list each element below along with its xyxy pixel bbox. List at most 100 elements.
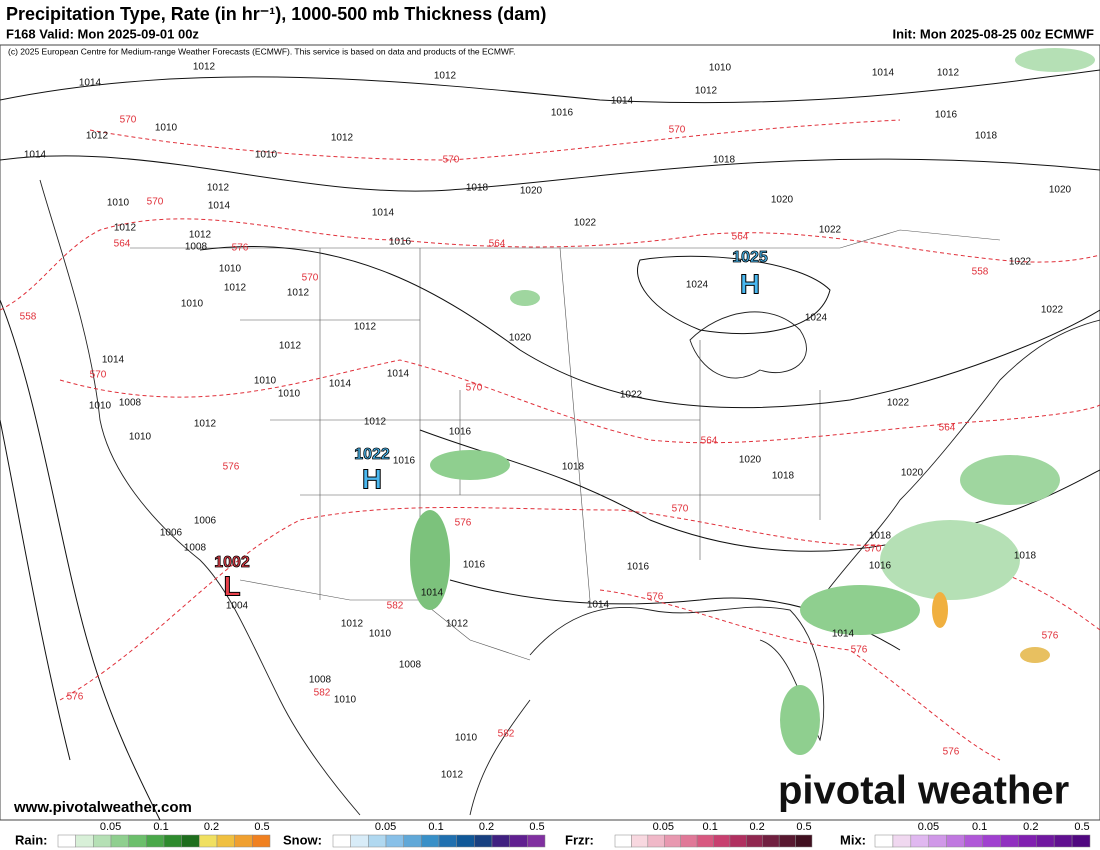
- isobar-label: 1012: [86, 131, 109, 142]
- legend-swatch: [762, 834, 780, 848]
- thickness-label: 570: [302, 273, 319, 284]
- legend-swatch: [631, 834, 649, 848]
- thickness-label: 582: [314, 688, 331, 699]
- legend-swatch: [713, 834, 731, 848]
- thickness-label: 564: [732, 232, 749, 243]
- pressure-value: 1025: [732, 249, 768, 266]
- thickness-label: 576: [851, 645, 868, 656]
- legend-swatch: [795, 834, 813, 848]
- isobar-label: 1012: [194, 419, 217, 430]
- legend-swatch: [1036, 834, 1055, 848]
- legend-swatch: [527, 834, 546, 848]
- isobar: [199, 246, 1100, 409]
- isobar-label: 1010: [155, 123, 178, 134]
- legend-tick-label: 0.1: [153, 821, 168, 833]
- thickness-label: 570: [669, 125, 686, 136]
- isobar-label: 1010: [334, 695, 357, 706]
- isobar-label: 1014: [421, 588, 444, 599]
- legend-swatch: [647, 834, 665, 848]
- isobar-label: 1018: [869, 531, 892, 542]
- legend-swatch: [928, 834, 947, 848]
- legend-swatch: [385, 834, 404, 848]
- canada-border: [130, 229, 1001, 249]
- thickness-label: 570: [466, 383, 483, 394]
- legend-swatch: [146, 834, 165, 848]
- rain-area: [780, 685, 820, 755]
- legend-tick-label: 0.5: [796, 821, 811, 833]
- thickness-label: 576: [647, 592, 664, 603]
- legend-swatch: [1018, 834, 1037, 848]
- isobar-label: 1020: [771, 195, 794, 206]
- precipitation: [410, 48, 1095, 755]
- isobar-label: 1020: [509, 333, 532, 344]
- isobar-label: 1016: [869, 561, 892, 572]
- pressure-center: H: [362, 463, 382, 494]
- pressure-value: 1002: [214, 554, 250, 571]
- isobar-label: 1012: [695, 86, 718, 97]
- legend-swatch: [234, 834, 253, 848]
- isobar-label: 1008: [184, 543, 207, 554]
- legend-tick-label: 0.1: [703, 821, 718, 833]
- isobar-label: 1006: [194, 516, 217, 527]
- thickness-line: [89, 119, 901, 161]
- isobar-label: 1022: [574, 218, 597, 229]
- isobar-label: 1018: [562, 462, 585, 473]
- isobar-label: 1010: [278, 389, 301, 400]
- rain-area: [1015, 48, 1095, 72]
- legend-tick-label: 0.05: [100, 821, 121, 833]
- isobar-label: 1012: [193, 62, 216, 73]
- legend-swatch: [614, 834, 632, 848]
- isobar-label: 1016: [449, 427, 472, 438]
- pressure-center: H: [740, 268, 760, 299]
- isobar-label: 1012: [331, 133, 354, 144]
- isobar-label: 1010: [107, 198, 130, 209]
- legend-swatch: [163, 834, 182, 848]
- isobar: [637, 255, 831, 335]
- isobar-label: 1012: [341, 619, 364, 630]
- legend-swatch: [874, 834, 894, 848]
- great-lakes: [689, 311, 807, 379]
- isobar-label: 1012: [446, 619, 469, 630]
- legend-swatch: [491, 834, 510, 848]
- legend-swatch: [778, 834, 796, 848]
- isobar-label: 1006: [160, 528, 183, 539]
- mexico-coast: [469, 699, 531, 816]
- isobar-label: 1018: [772, 471, 795, 482]
- title: Precipitation Type, Rate (in hr⁻¹), 1000…: [6, 4, 546, 24]
- legend-swatch: [509, 834, 528, 848]
- legend-swatch: [403, 834, 422, 848]
- legend-swatch: [892, 834, 912, 848]
- rain-area: [880, 520, 1020, 600]
- legend-swatch: [1053, 834, 1073, 848]
- rain-area: [932, 592, 948, 628]
- state-borders: [240, 247, 821, 601]
- isobar-label: 1012: [279, 341, 302, 352]
- legend-swatch: [216, 834, 235, 848]
- isobar-label: 1022: [1009, 257, 1032, 268]
- isobar-label: 1022: [1041, 305, 1064, 316]
- isobar-label: 1020: [739, 455, 762, 466]
- legend-swatch: [456, 834, 475, 848]
- legend: Rain: 0.05 0.1 0.2 0.5 Snow: 0.05 0.1 0.2 0.5 Frzr…: [15, 821, 1091, 848]
- isobars: [0, 69, 1100, 821]
- thickness-label: 576: [223, 462, 240, 473]
- legend-swatch: [729, 834, 747, 848]
- legend-swatch: [946, 834, 965, 848]
- isobar-label: 1016: [393, 456, 416, 467]
- legend-name: Mix:: [840, 832, 866, 847]
- isobar-label: 1016: [627, 562, 650, 573]
- map-frame: [0, 44, 1100, 821]
- isobar-label: 1008: [119, 398, 142, 409]
- east-coast: [819, 319, 1100, 601]
- thickness-label: 564: [489, 239, 506, 250]
- pressure-center: L: [223, 570, 240, 601]
- isobar-label: 1018: [975, 131, 998, 142]
- isobar-label: 1012: [937, 68, 960, 79]
- thickness-label: 576: [943, 747, 960, 758]
- isobar-label: 1022: [620, 390, 643, 401]
- isobar-label: 1014: [102, 355, 125, 366]
- thickness-label: 558: [972, 267, 989, 278]
- isobar-label: 1012: [441, 770, 464, 781]
- rain-area: [410, 510, 450, 610]
- legend-tick-label: 0.5: [1074, 821, 1089, 833]
